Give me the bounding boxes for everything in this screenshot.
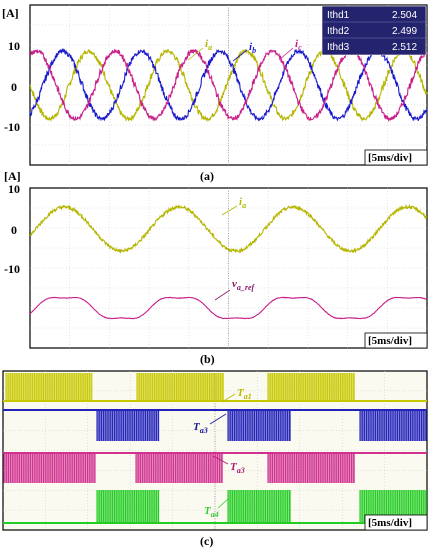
panel-a-traces <box>29 47 428 122</box>
panel-b-traces <box>29 203 428 320</box>
trace-Ta1-pulses <box>5 373 93 401</box>
panel-b-label-vref: va_ref <box>232 278 256 292</box>
panel-a-label-ib: ib <box>249 41 256 55</box>
trace-ib <box>29 48 428 122</box>
panel-a-ytick-10: 10 <box>8 39 20 53</box>
panel-c-pointer-ta4 <box>217 498 229 509</box>
panel-a-ytick-0: 0 <box>11 80 17 94</box>
trace-Ta1-burst <box>6 373 92 401</box>
thd3-value: 2.512 <box>392 42 417 53</box>
caption-c: (c) <box>200 534 213 548</box>
thd1-name: Ithd1 <box>327 10 350 21</box>
thd3-name: Ithd3 <box>327 42 350 53</box>
trace-Ta3-pulses <box>96 410 160 441</box>
panel-b: [A] 10 0 -10 ia va_ref [5ms/div] <box>4 169 428 349</box>
trace-Ta3-pulses <box>359 410 427 441</box>
panel-a-ytick-neg10: -10 <box>4 120 20 134</box>
trace-Ta3_2-pulses <box>3 453 95 483</box>
panel-b-ylabel: [A] <box>4 169 21 183</box>
panel-c-label-ta1: Ta1 <box>237 387 252 401</box>
trace-Ta4-pulses <box>96 490 160 523</box>
thd1-value: 2.504 <box>392 10 417 21</box>
trace-Ta3-burst <box>228 410 291 441</box>
panel-a-pointer-ib <box>232 49 248 62</box>
panel-a: [A] 10 0 -10 Ithd1 2.504 Ithd2 2.499 Ith… <box>2 4 428 166</box>
caption-a: (a) <box>200 169 214 183</box>
caption-b: (b) <box>200 352 215 366</box>
trace-Ta3_2-pulses <box>135 453 223 483</box>
panel-c-label-ta4: Ta4 <box>204 505 219 519</box>
panel-c-division: [5ms/div] <box>368 517 412 529</box>
panel-a-division-box <box>364 149 428 166</box>
trace-ic <box>29 48 428 122</box>
panel-b-division-box <box>364 332 428 349</box>
panel-b-ytick-10: 10 <box>8 182 20 196</box>
panel-c-division-box <box>364 514 428 531</box>
panel-a-pointer-ic <box>278 47 294 61</box>
panel-b-division: [5ms/div] <box>368 335 412 347</box>
trace-Ta4-pulses <box>227 490 291 523</box>
panel-b-pointer-ia <box>221 205 238 216</box>
panel-a-label-ia: ia <box>205 38 212 52</box>
trace-Ta4-burst <box>228 490 291 523</box>
panel-c: Ta1 Ta3 Ta3 Ta4 [5ms/div] <box>2 370 428 531</box>
panel-b-pointer-vref <box>214 289 231 301</box>
panel-b-ytick-neg10: -10 <box>4 262 20 276</box>
trace-Ta3_2-pulses <box>267 453 355 483</box>
trace-Ta4-pulses <box>359 490 427 523</box>
panel-c-label-ta3: Ta3 <box>193 421 208 435</box>
thd-box: Ithd1 2.504 Ithd2 2.499 Ithd3 2.512 <box>321 5 427 56</box>
panel-a-pointer-ia <box>187 47 204 61</box>
panel-c-pointer-ta3 <box>209 413 227 425</box>
thd2-name: Ithd2 <box>327 26 350 37</box>
panel-a-division: [5ms/div] <box>368 152 412 164</box>
trace-Ta1-pulses <box>267 373 355 401</box>
trace-ia <box>29 203 428 255</box>
panel-c-pointer-ta1 <box>221 393 236 403</box>
thd2-value: 2.499 <box>392 26 417 37</box>
panel-b-ytick-0: 0 <box>11 223 17 237</box>
trace-Ta1-pulses <box>136 373 224 401</box>
trace-Ta3-pulses <box>227 410 291 441</box>
panel-a-label-ic: ic <box>295 38 302 52</box>
panel-c-label-ta3-2: Ta3 <box>230 461 245 475</box>
panel-a-ylabel: [A] <box>2 6 19 20</box>
panel-c-pointer-ta3-2 <box>212 455 229 465</box>
trace-va_ref <box>29 296 428 320</box>
trace-ia <box>29 47 428 122</box>
thd-box-bg <box>321 5 427 56</box>
panel-b-label-ia: ia <box>239 196 246 210</box>
